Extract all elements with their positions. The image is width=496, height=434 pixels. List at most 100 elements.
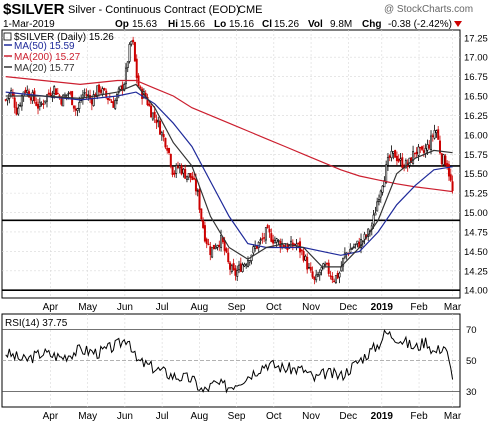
candle-body xyxy=(74,108,77,111)
candle-body xyxy=(236,270,239,277)
candle-body xyxy=(44,100,47,103)
open-value: 15.63 xyxy=(132,19,157,30)
month-tick-label: Apr xyxy=(43,302,59,313)
candle-body xyxy=(96,85,99,98)
candle-body xyxy=(164,137,167,148)
candle-body xyxy=(390,150,393,159)
low-value: 15.16 xyxy=(229,19,254,30)
candle-body xyxy=(315,274,318,281)
month-tick-label: May xyxy=(78,302,97,313)
rsi-tick-label: 30 xyxy=(466,387,477,398)
ma50-line xyxy=(5,91,453,256)
candle-body xyxy=(331,275,334,281)
candle-body xyxy=(40,103,43,105)
candle-body xyxy=(451,181,454,192)
candle-body xyxy=(426,144,429,151)
candle-body xyxy=(408,157,411,166)
candle-body xyxy=(218,244,221,247)
candle-body xyxy=(135,58,138,78)
candle-body xyxy=(26,89,29,94)
candle-body xyxy=(255,245,258,249)
legend-price-swatch xyxy=(3,32,12,41)
candle-body xyxy=(313,276,316,280)
candle-body xyxy=(386,157,389,166)
candle-body xyxy=(367,228,370,237)
candle-body xyxy=(47,92,50,95)
candle-body xyxy=(447,164,450,177)
month-tick-label: 2019 xyxy=(371,302,394,313)
open-label: Op xyxy=(115,19,129,30)
candle-body xyxy=(239,263,242,272)
month-tick-label: Jul xyxy=(156,411,169,422)
candle-body xyxy=(150,105,153,118)
candle-body xyxy=(245,264,248,267)
symbol-title: $SILVER xyxy=(3,1,65,18)
candle-body xyxy=(205,238,208,244)
watermark: @ StockCharts.com xyxy=(384,4,473,15)
candle-body xyxy=(438,140,441,154)
candle-body xyxy=(209,246,212,256)
candle-body xyxy=(107,98,110,100)
candle-body xyxy=(207,243,210,246)
candle-body xyxy=(404,160,407,169)
candle-body xyxy=(13,97,16,108)
candle-body xyxy=(151,112,154,120)
candle-body xyxy=(399,158,402,161)
change-down-arrow-icon xyxy=(454,21,462,27)
month-tick-label: Aug xyxy=(190,411,208,422)
candle-body xyxy=(63,94,66,98)
candle-body xyxy=(85,94,88,96)
candle-body xyxy=(54,88,57,96)
month-tick-label: Dec xyxy=(339,302,357,313)
candle-body xyxy=(211,247,214,258)
month-tick-label: Jul xyxy=(156,302,169,313)
low-label: Lo xyxy=(214,19,226,30)
candle-body xyxy=(56,92,59,95)
candle-body xyxy=(300,249,303,252)
candle-body xyxy=(78,102,81,109)
rsi-tick-label: 50 xyxy=(466,356,477,367)
candle-body xyxy=(304,256,307,261)
candle-body xyxy=(379,190,382,198)
candle-body xyxy=(126,61,129,68)
candle-body xyxy=(101,88,104,95)
candle-body xyxy=(112,101,115,108)
candle-body xyxy=(413,152,416,155)
high-label: Hi xyxy=(168,19,178,30)
candle-body xyxy=(87,94,90,97)
month-tick-label: Feb xyxy=(410,302,428,313)
candle-body xyxy=(273,240,276,244)
candle-body xyxy=(230,265,233,273)
rsi-levels xyxy=(2,329,460,392)
candle-body xyxy=(153,111,156,118)
candle-body xyxy=(53,86,56,94)
candle-body xyxy=(99,89,102,93)
month-tick-label: Mar xyxy=(444,302,462,313)
candle-body xyxy=(261,238,264,240)
candle-body xyxy=(42,103,45,105)
candle-body xyxy=(325,262,328,265)
close-value: 15.26 xyxy=(274,19,299,30)
month-tick-label: Jun xyxy=(117,411,133,422)
month-tick-label: 2019 xyxy=(371,411,394,422)
candle-body xyxy=(121,84,124,91)
candle-body xyxy=(92,94,95,106)
candle-body xyxy=(410,157,413,163)
candle-body xyxy=(4,99,7,101)
candle-body xyxy=(435,130,438,133)
candle-body xyxy=(90,98,93,105)
legend-ma50: MA(50) 15.59 xyxy=(14,41,75,52)
candle-body xyxy=(430,135,433,150)
candle-body xyxy=(385,164,388,183)
candle-body xyxy=(338,272,341,278)
ma20-line xyxy=(5,83,453,268)
candle-body xyxy=(336,273,339,279)
candle-body xyxy=(196,190,199,192)
candle-body xyxy=(243,263,246,267)
candle-body xyxy=(442,154,445,165)
candle-body xyxy=(169,154,172,167)
candle-body xyxy=(257,242,260,249)
month-axis-price: Apr May Jun Jul Aug Sep Oct Nov Dec 2019 Feb Mar xyxy=(43,302,462,313)
horizontal-lines xyxy=(2,165,460,292)
candle-body xyxy=(234,268,237,276)
